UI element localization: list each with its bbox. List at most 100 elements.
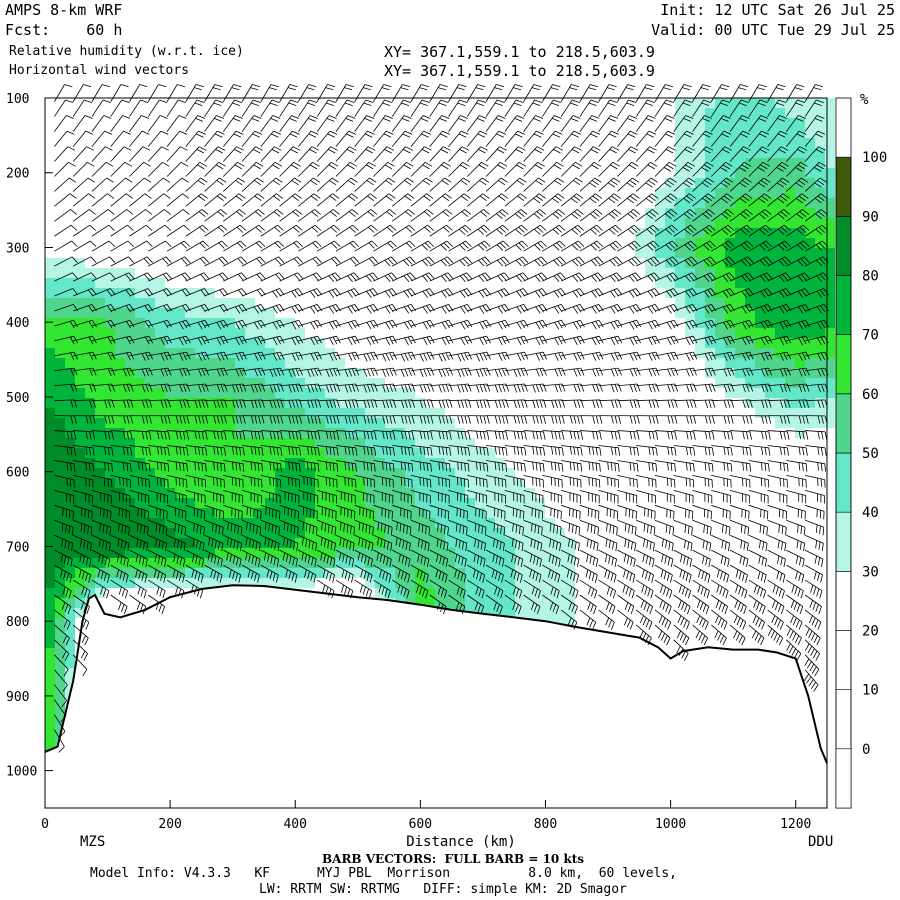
wind-barb-flag [292,195,300,202]
wind-barb-flag [327,84,336,88]
wind-barb-flag [464,463,466,472]
wind-barb-shaft [147,130,162,147]
humidity-cell [815,268,825,278]
humidity-cell [195,558,205,568]
wind-barb-flag [138,461,140,470]
wind-barb-flag [219,574,223,583]
wind-barb-flag [333,431,336,440]
wind-barb-shaft [54,115,67,132]
humidity-cell [365,378,375,388]
wind-barb-flag [479,353,484,361]
humidity-cell [805,268,815,278]
wind-barb-flag [389,415,393,424]
wind-barb-flag [204,320,210,328]
wind-barb-flag [406,258,413,265]
wind-barb-flag [309,149,317,154]
humidity-cell [815,328,825,338]
wind-barb-flag [92,415,96,424]
wind-barb-flag [201,336,206,345]
wind-barb-flag [391,527,393,536]
humidity-cell [95,478,105,488]
wind-barb-flag [486,320,491,328]
humidity-cell [815,368,825,378]
wind-barb-flag [295,352,300,361]
wind-barb-flag [269,102,278,106]
humidity-cell [185,558,195,568]
wind-barb-flag [385,384,390,393]
wind-barb-flag [276,193,284,199]
humidity-cell [235,468,245,478]
wind-barb-flag [411,367,416,376]
wind-barb-flag [165,256,172,263]
humidity-cell [375,458,385,468]
wind-barb-flag [199,242,206,249]
wind-barb-flag [126,352,131,361]
wind-barb-flag [182,447,185,456]
humidity-cell [775,118,785,128]
wind-barb-flag [344,415,348,424]
humidity-cell [345,498,355,508]
humidity-cell [205,368,215,378]
humidity-cell [495,508,505,518]
humidity-cell [175,508,185,518]
wind-barb-flag [331,289,338,297]
wind-barb-flag [275,177,283,183]
wind-barb-flag [310,431,314,440]
humidity-cell [415,448,425,458]
humidity-cell [325,408,335,418]
humidity-cell [285,528,295,538]
wind-barb-flag [351,415,355,424]
humidity-cell [545,548,555,558]
wind-barb-flag [274,242,281,249]
humidity-cell [755,158,765,168]
wind-barb-flag [129,336,135,344]
wind-barb-flag [446,224,453,231]
wind-barb-flag [292,211,300,217]
wind-barb-flag [295,368,300,377]
wind-barb-flag [485,288,491,296]
wind-barb-flag [438,102,447,106]
wind-barb-flag [430,415,434,424]
wind-barb-flag [416,569,420,578]
wind-barb-flag [198,462,200,471]
wind-barb-flag [426,574,429,583]
wind-barb-flag [363,369,368,378]
wind-barb-flag [107,431,111,440]
wind-barb-flag [408,368,412,377]
wind-barb-flag [276,336,281,345]
wind-barb-flag [449,415,453,424]
wind-barb-flag [82,669,88,677]
humidity-cell [215,398,225,408]
humidity-cell [285,478,295,488]
humidity-cell [715,228,725,238]
humidity-cell [165,488,175,498]
wind-barb-flag [238,289,244,297]
wind-barb-shaft [166,130,181,147]
humidity-cell [795,378,805,388]
wind-barb-flag [464,352,469,361]
wind-barb-flag [325,571,329,580]
wind-barb-flag [497,275,504,283]
wind-barb-flag [299,367,303,376]
wind-barb-flag [198,415,201,424]
wind-barb-flag [222,527,224,536]
wind-barb-flag [120,84,129,88]
humidity-cell [265,398,275,408]
wind-barb-flag [135,554,139,563]
wind-barb-flag [477,228,485,235]
wind-barb-flag [329,368,334,377]
wind-barb-flag [427,415,430,424]
wind-barb-flag [145,431,148,440]
wind-barb-flag [364,118,373,122]
wind-barb-shaft [129,99,141,117]
humidity-cell [545,588,555,598]
wind-barb-flag [280,463,282,472]
humidity-cell [765,258,775,268]
wind-barb-flag [144,289,150,297]
humidity-cell [85,478,95,488]
humidity-cell [675,158,685,168]
wind-barb-flag [417,554,420,563]
wind-barb-flag [347,290,353,298]
wind-barb-flag [479,337,484,346]
wind-barb-flag [389,431,392,440]
